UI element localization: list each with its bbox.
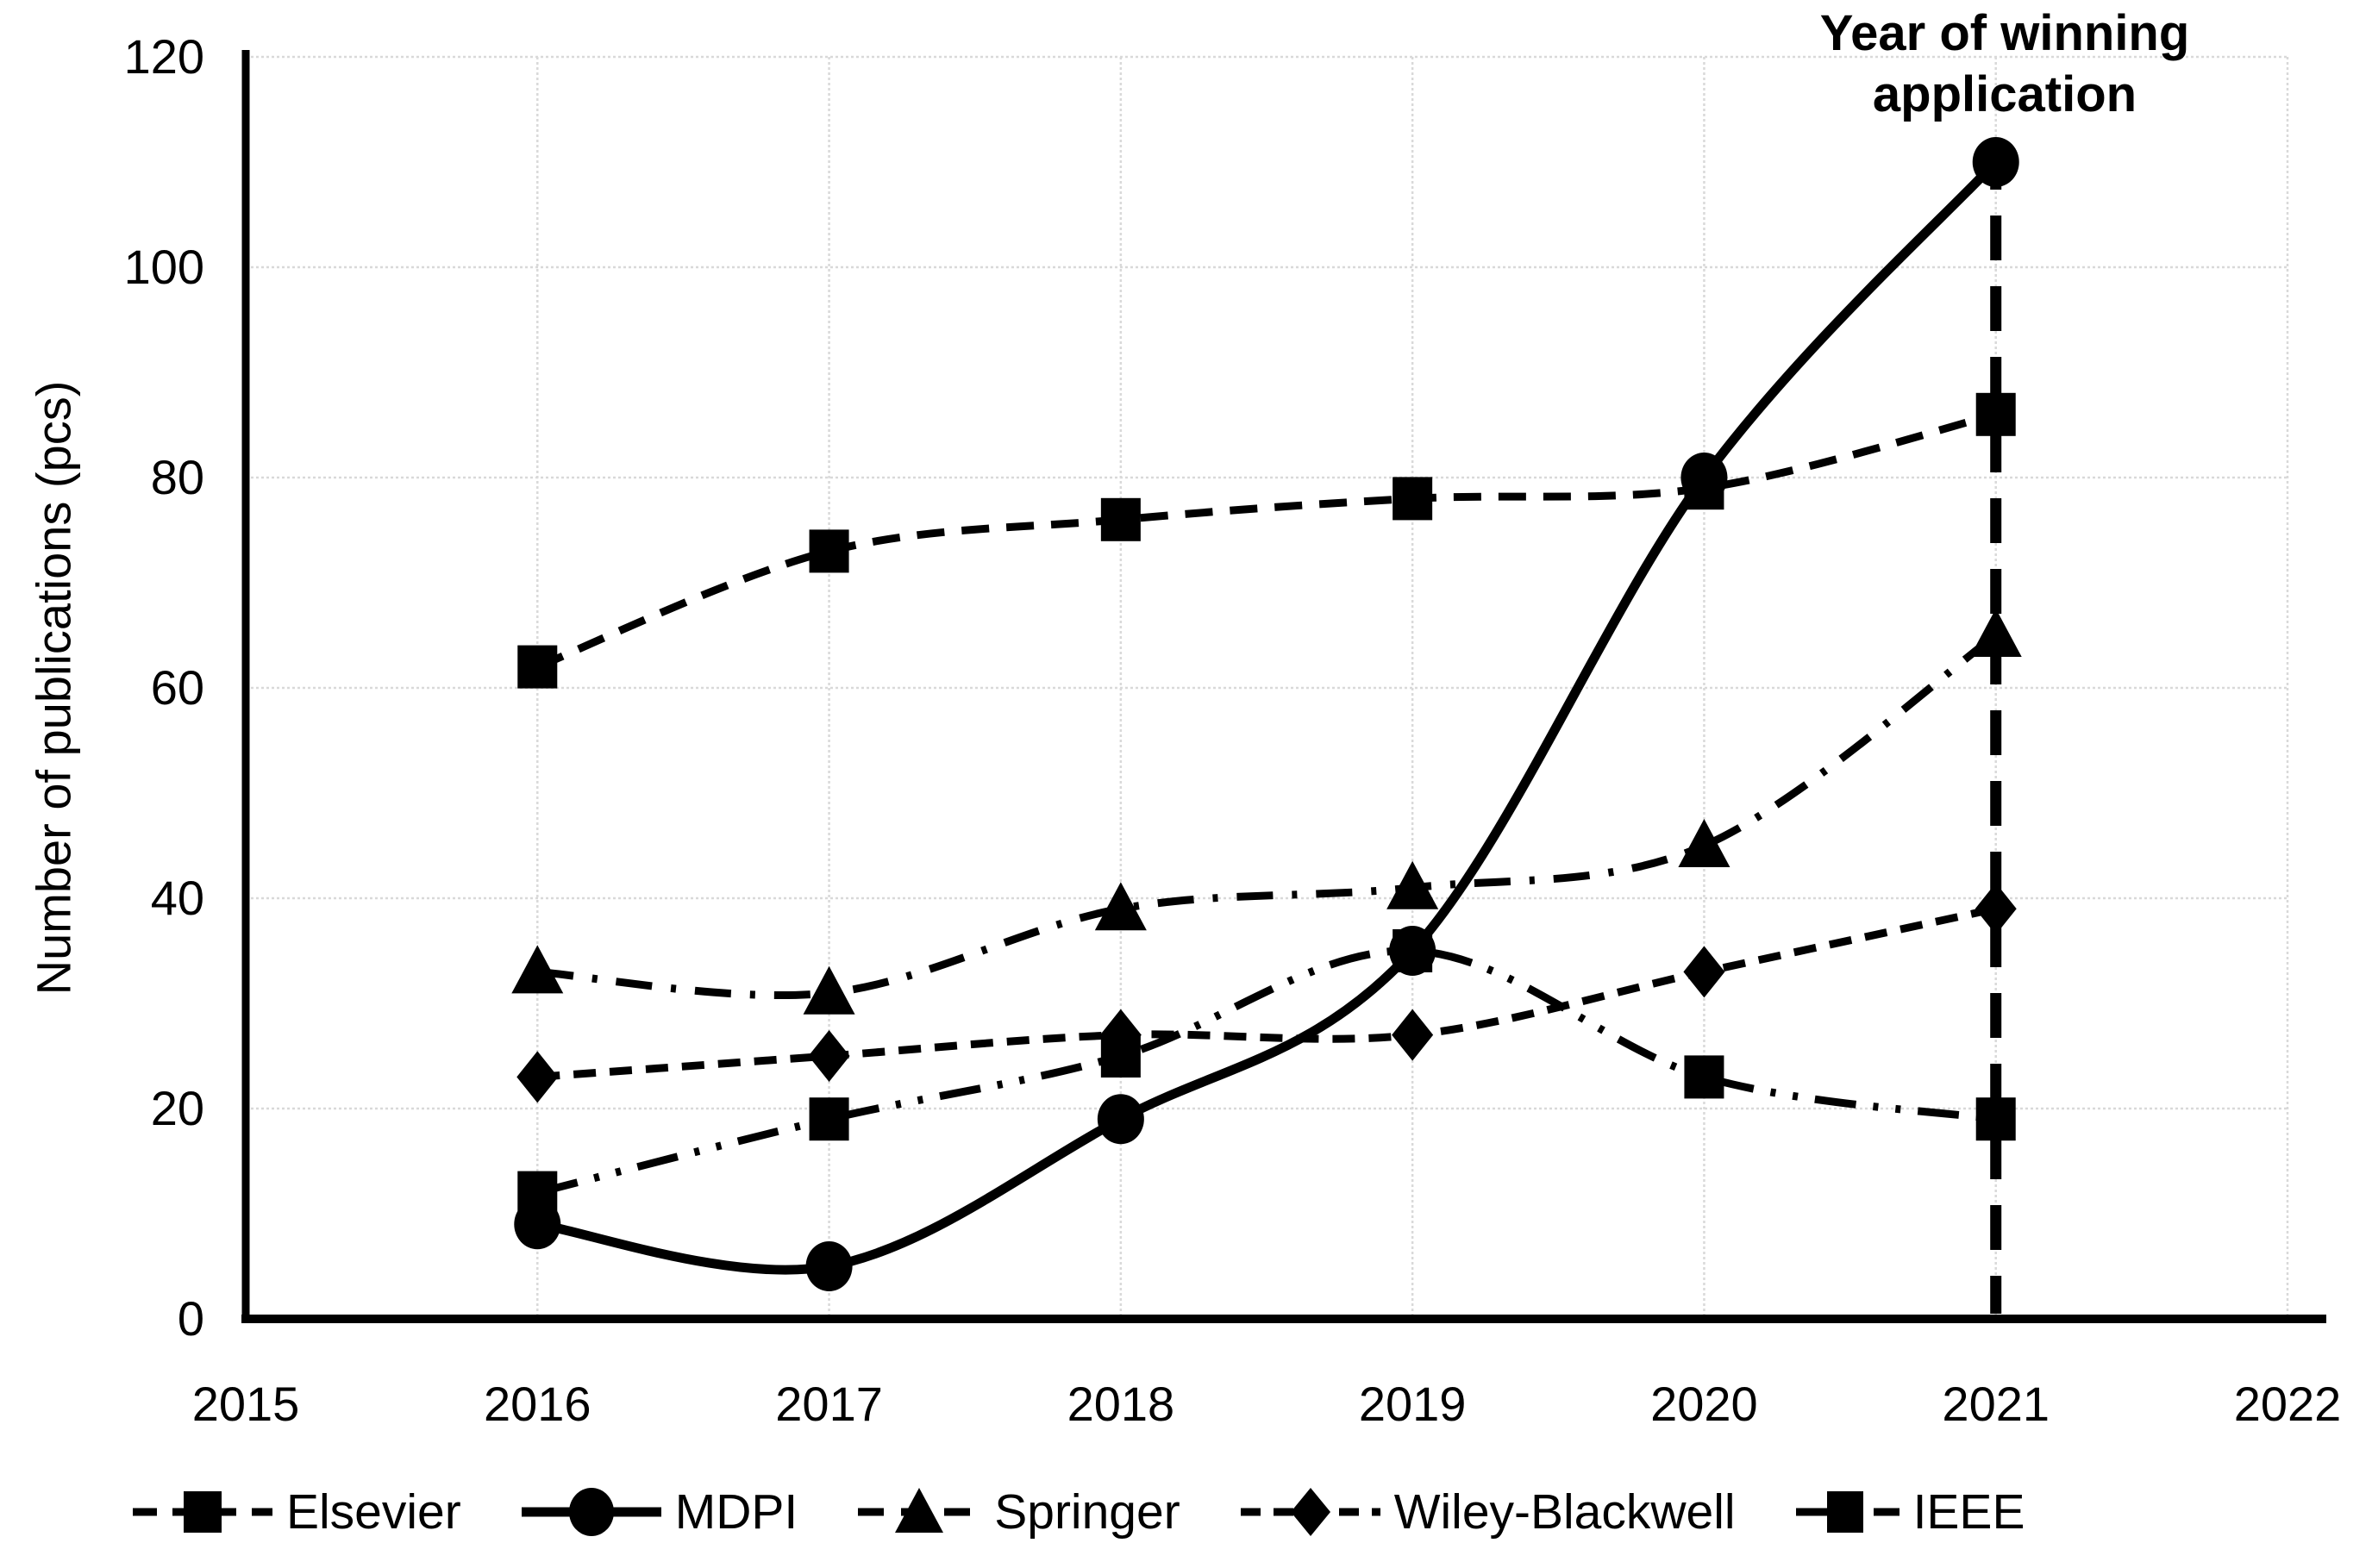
legend-sample-wiley-short-dash-diamond-icon xyxy=(1240,1488,1380,1536)
series-mdpi xyxy=(514,137,2019,1291)
legend-label: Wiley-Blackwell xyxy=(1393,1484,1736,1540)
y-tick-label-80: 80 xyxy=(151,450,204,504)
square-marker xyxy=(1393,477,1433,521)
diamond-marker xyxy=(516,1051,559,1103)
triangle-marker xyxy=(511,945,564,994)
diamond-marker xyxy=(1975,883,2017,935)
circle-marker xyxy=(805,1241,853,1291)
series-springer xyxy=(511,609,2022,1015)
series-elsevier xyxy=(517,392,2016,689)
legend-label: Elsevier xyxy=(286,1484,461,1540)
square-marker xyxy=(517,1171,558,1215)
square-marker xyxy=(1393,929,1433,972)
legend-label: IEEE xyxy=(1912,1484,2025,1540)
legend-sample-elsevier-dashed-square-icon xyxy=(133,1491,272,1533)
triangle-marker xyxy=(803,965,855,1015)
legend-label: MDPI xyxy=(674,1484,798,1540)
x-tick-label-2020: 2020 xyxy=(1650,1377,1758,1431)
x-tick-label-2017: 2017 xyxy=(775,1377,883,1431)
square-marker xyxy=(1975,392,2016,436)
square-marker xyxy=(1100,497,1141,541)
legend-sample-ieee-dash-dot-square-icon xyxy=(1795,1491,1899,1533)
square-marker xyxy=(1100,1034,1141,1078)
circle-marker xyxy=(1097,1094,1144,1145)
annotation-line-1: Year of winning xyxy=(1819,5,2190,61)
x-tick-labels: 2015 2016 2017 2018 2019 2020 2021 2022 xyxy=(192,1377,2342,1431)
legend-sample-mdpi-solid-circle-icon xyxy=(521,1488,661,1536)
square-marker xyxy=(1684,1055,1724,1099)
triangle-marker xyxy=(1386,860,1439,909)
square-marker xyxy=(809,1097,849,1141)
x-tick-label-2022: 2022 xyxy=(2234,1377,2342,1431)
y-tick-labels: 0 20 40 60 80 100 120 xyxy=(124,29,204,1346)
diamond-marker xyxy=(808,1030,850,1082)
y-tick-label-20: 20 xyxy=(151,1081,204,1135)
diamond-marker xyxy=(1392,1009,1434,1061)
legend-sample-springer-dash-triangle-icon xyxy=(858,1488,981,1533)
series-line xyxy=(536,904,1997,1081)
series-line xyxy=(536,632,1999,1000)
legend-item-springer: Springer xyxy=(854,1484,1180,1540)
series-line xyxy=(535,410,1997,671)
series-line xyxy=(536,946,1997,1196)
legend-item-wiley-blackwell: Wiley-Blackwell xyxy=(1237,1484,1736,1540)
chart-legend: Elsevier MDPI Springer Wiley-Blackwell I… xyxy=(129,1471,2285,1553)
x-tick-label-2021: 2021 xyxy=(1942,1377,2050,1431)
legend-item-elsevier: Elsevier xyxy=(129,1484,461,1540)
triangle-marker xyxy=(1969,609,2022,657)
annotation-year-of-winning: Year of winning application xyxy=(1712,3,2298,126)
y-tick-label-40: 40 xyxy=(151,871,204,925)
triangle-marker xyxy=(1094,882,1147,931)
x-tick-label-2016: 2016 xyxy=(484,1377,591,1431)
legend-label: Springer xyxy=(994,1484,1180,1540)
y-tick-label-60: 60 xyxy=(151,660,204,715)
y-axis-title: Number of publications (pcs) xyxy=(26,380,81,996)
y-tick-label-100: 100 xyxy=(124,240,204,294)
legend-item-ieee: IEEE xyxy=(1793,1484,2025,1540)
square-marker xyxy=(809,529,849,573)
legend-item-mdpi: MDPI xyxy=(518,1484,798,1540)
x-tick-label-2018: 2018 xyxy=(1067,1377,1175,1431)
circle-marker xyxy=(1972,137,2019,187)
series-wiley-blackwell xyxy=(516,883,2017,1103)
series-line xyxy=(536,159,2000,1275)
annotation-line-2: application xyxy=(1872,66,2137,122)
series-ieee xyxy=(517,929,2016,1215)
square-marker xyxy=(517,645,558,689)
x-tick-label-2015: 2015 xyxy=(192,1377,300,1431)
diamond-marker xyxy=(1683,946,1725,998)
y-tick-label-120: 120 xyxy=(124,29,204,84)
axes xyxy=(241,50,2326,1323)
square-marker xyxy=(1975,1097,2016,1141)
y-tick-label-0: 0 xyxy=(178,1291,204,1346)
triangle-marker xyxy=(1678,819,1730,867)
x-tick-label-2019: 2019 xyxy=(1359,1377,1467,1431)
circle-marker xyxy=(1680,453,1728,503)
